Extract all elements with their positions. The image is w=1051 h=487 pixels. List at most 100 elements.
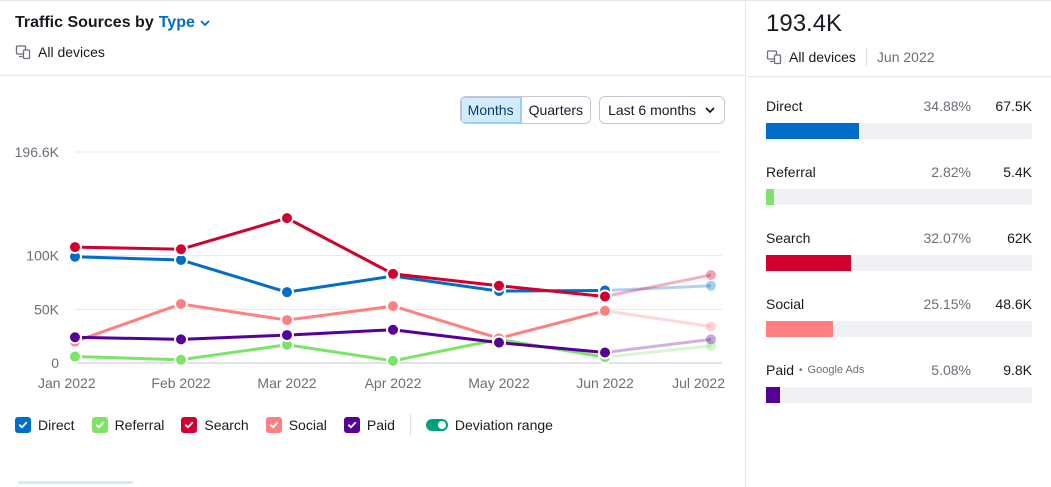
summary-date: Jun 2022	[876, 49, 935, 65]
series-line-search	[74, 216, 606, 298]
data-point-search	[386, 266, 400, 281]
deviation-range-toggle[interactable]: Deviation range	[425, 417, 553, 433]
share-bar-fill	[766, 123, 859, 139]
range-dropdown-label: Last 6 months	[608, 102, 696, 118]
data-point-direct	[280, 285, 294, 300]
share-bar-track	[766, 255, 1032, 271]
source-row-direct: Direct 34.88% 67.5K	[766, 98, 1032, 164]
data-point-direct	[706, 280, 716, 291]
share-bar-track	[766, 189, 1032, 205]
series-line-paid	[74, 328, 606, 354]
type-selector-label: Type	[158, 14, 195, 31]
series-projection-social	[604, 309, 712, 328]
source-label-group: Direct	[766, 98, 803, 114]
chart-controls: Months Quarters Last 6 months	[459, 96, 725, 124]
source-value: 67.5K	[995, 98, 1032, 114]
source-label: Search	[766, 230, 811, 246]
data-point-paid	[492, 335, 506, 350]
source-value: 5.4K	[1003, 164, 1032, 180]
source-label: Social	[766, 296, 805, 312]
type-selector[interactable]: Type	[159, 14, 211, 32]
source-label: Paid	[766, 362, 795, 378]
source-percent: 25.15%	[923, 296, 971, 312]
data-point-social	[280, 313, 294, 328]
chevron-down-icon	[705, 107, 715, 113]
series-projection-search	[604, 273, 712, 298]
summary-panel: 193.4K All devices Jun 2022 Direct 34.88%…	[747, 0, 1051, 487]
chevron-down-icon	[200, 20, 210, 26]
data-point-referral	[174, 352, 188, 367]
header-divider	[0, 75, 746, 76]
source-label-group: Search	[766, 230, 810, 246]
source-label-group: Paid • Google Ads	[766, 362, 864, 378]
data-point-referral	[706, 340, 716, 351]
summary-divider	[747, 76, 1051, 77]
data-point-search	[174, 242, 188, 257]
x-tick-label: Apr 2022	[365, 375, 422, 391]
series-line-direct	[74, 255, 606, 294]
devices-icon	[15, 45, 31, 60]
legend-label: Search	[204, 417, 249, 433]
legend-item-paid[interactable]: Paid	[343, 417, 395, 433]
share-bar-fill	[766, 189, 774, 205]
legend-item-direct[interactable]: Direct	[15, 417, 75, 433]
source-breakdown-list: Direct 34.88% 67.5K Referral 2.82% 5.4K Search…	[766, 98, 1032, 428]
series-line-referral	[74, 337, 606, 363]
source-percent: 5.08%	[931, 362, 971, 378]
legend-label: Referral	[114, 417, 165, 433]
summary-devices-label: All devices	[789, 49, 856, 65]
checkbox-icon	[15, 417, 31, 433]
data-point-search	[706, 269, 716, 280]
data-point-search	[492, 278, 506, 293]
share-bar-track	[766, 321, 1032, 337]
checkbox-icon	[343, 417, 360, 433]
data-point-search	[280, 211, 294, 226]
scroll-indicator	[18, 481, 133, 484]
share-bar-track	[766, 123, 1032, 139]
devices-label: All devices	[38, 44, 105, 60]
total-traffic: 193.4K	[766, 10, 843, 37]
x-tick-label: Mar 2022	[257, 375, 316, 391]
legend-item-search[interactable]: Search	[181, 417, 249, 433]
separator-dot: •	[799, 364, 803, 376]
source-value: 48.6K	[995, 296, 1032, 312]
tab-quarters[interactable]: Quarters	[520, 97, 591, 123]
data-point-social	[706, 321, 716, 332]
x-tick-label: Jul 2022	[672, 375, 725, 391]
device-filter: All devices	[15, 44, 211, 60]
legend-label: Paid	[366, 417, 395, 433]
source-percent: 34.88%	[923, 98, 971, 114]
source-value: 9.8K	[1003, 362, 1032, 378]
range-dropdown[interactable]: Last 6 months	[599, 96, 725, 124]
data-point-paid	[68, 330, 82, 345]
widget-title: Traffic Sources by Type	[15, 14, 211, 32]
traffic-line-chart: 196.6K 100K 50K 0 Jan 2022 Feb 2022 Mar 2022 Ap…	[15, 144, 726, 391]
widget-header: Traffic Sources by Type All devices	[15, 14, 211, 60]
checkbox-icon	[265, 417, 282, 433]
legend-item-referral[interactable]: Referral	[91, 417, 165, 433]
x-tick-label: Feb 2022	[151, 375, 210, 391]
y-tick-label: 100K	[26, 248, 59, 264]
legend-label: Direct	[38, 417, 75, 433]
source-label: Direct	[766, 98, 803, 114]
data-point-social	[598, 303, 612, 318]
share-bar-track	[766, 387, 1032, 403]
share-bar-fill	[766, 387, 780, 403]
source-row-search: Search 32.07% 62K	[766, 230, 1032, 296]
source-percent: 2.82%	[931, 164, 971, 180]
share-bar-fill	[766, 255, 852, 271]
source-row-social: Social 25.15% 48.6K	[766, 296, 1032, 362]
data-point-paid	[598, 345, 612, 360]
title-prefix: Traffic Sources by	[15, 14, 154, 31]
meta-divider	[865, 48, 867, 66]
source-label-group: Social	[766, 296, 804, 312]
data-point-paid	[706, 334, 716, 345]
tab-months[interactable]: Months	[460, 97, 521, 123]
series-projection-paid	[604, 337, 712, 354]
checkbox-icon	[91, 417, 108, 433]
deviation-label: Deviation range	[454, 417, 553, 433]
checkbox-icon	[181, 417, 198, 433]
legend-item-social[interactable]: Social	[265, 417, 327, 433]
y-tick-label: 50K	[34, 301, 60, 317]
data-point-referral	[68, 349, 82, 364]
